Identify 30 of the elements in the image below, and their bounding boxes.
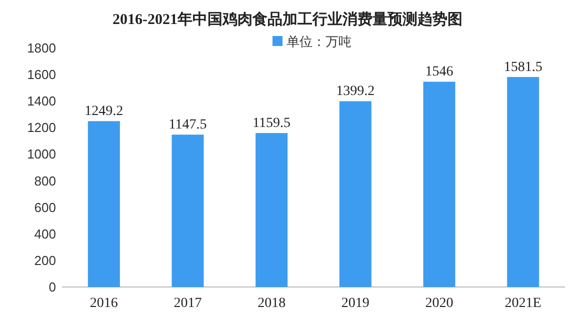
x-tick-label: 2016 — [90, 296, 118, 311]
data-label: 1581.5 — [504, 60, 542, 76]
bar — [88, 121, 120, 287]
x-tick-label: 2020 — [425, 296, 454, 311]
y-tick-label: 400 — [34, 226, 56, 242]
y-tick-label: 1400 — [27, 94, 56, 109]
x-tick-label: 2021E — [504, 296, 542, 311]
y-tick-label: 1200 — [27, 120, 56, 136]
y-tick-label: 1600 — [27, 67, 56, 82]
bar — [423, 82, 456, 287]
x-tick-label: 2018 — [258, 296, 286, 311]
y-tick-label: 200 — [34, 252, 56, 268]
y-tick-label: 0 — [48, 280, 56, 294]
bar — [256, 133, 288, 287]
x-tick-label: 2019 — [341, 296, 370, 311]
y-tick-label: 600 — [34, 200, 56, 215]
data-label: 1399.2 — [336, 84, 375, 100]
y-tick-label: 1000 — [27, 146, 56, 162]
chart-title: 2016-2021年中国鸡肉食品加工行业消费量预测趋势图 — [112, 11, 462, 28]
legend-label: 单位：万吨 — [286, 34, 352, 49]
data-label: 1546 — [425, 64, 454, 80]
data-label: 1147.5 — [168, 118, 207, 133]
data-label: 1249.2 — [84, 104, 124, 120]
bar — [172, 134, 204, 287]
y-tick-label: 800 — [34, 173, 56, 188]
y-tick-label: 1800 — [27, 40, 56, 56]
x-tick-label: 2017 — [174, 296, 202, 311]
data-label: 1159.5 — [252, 116, 291, 132]
bar — [339, 101, 372, 287]
bar — [507, 77, 540, 287]
